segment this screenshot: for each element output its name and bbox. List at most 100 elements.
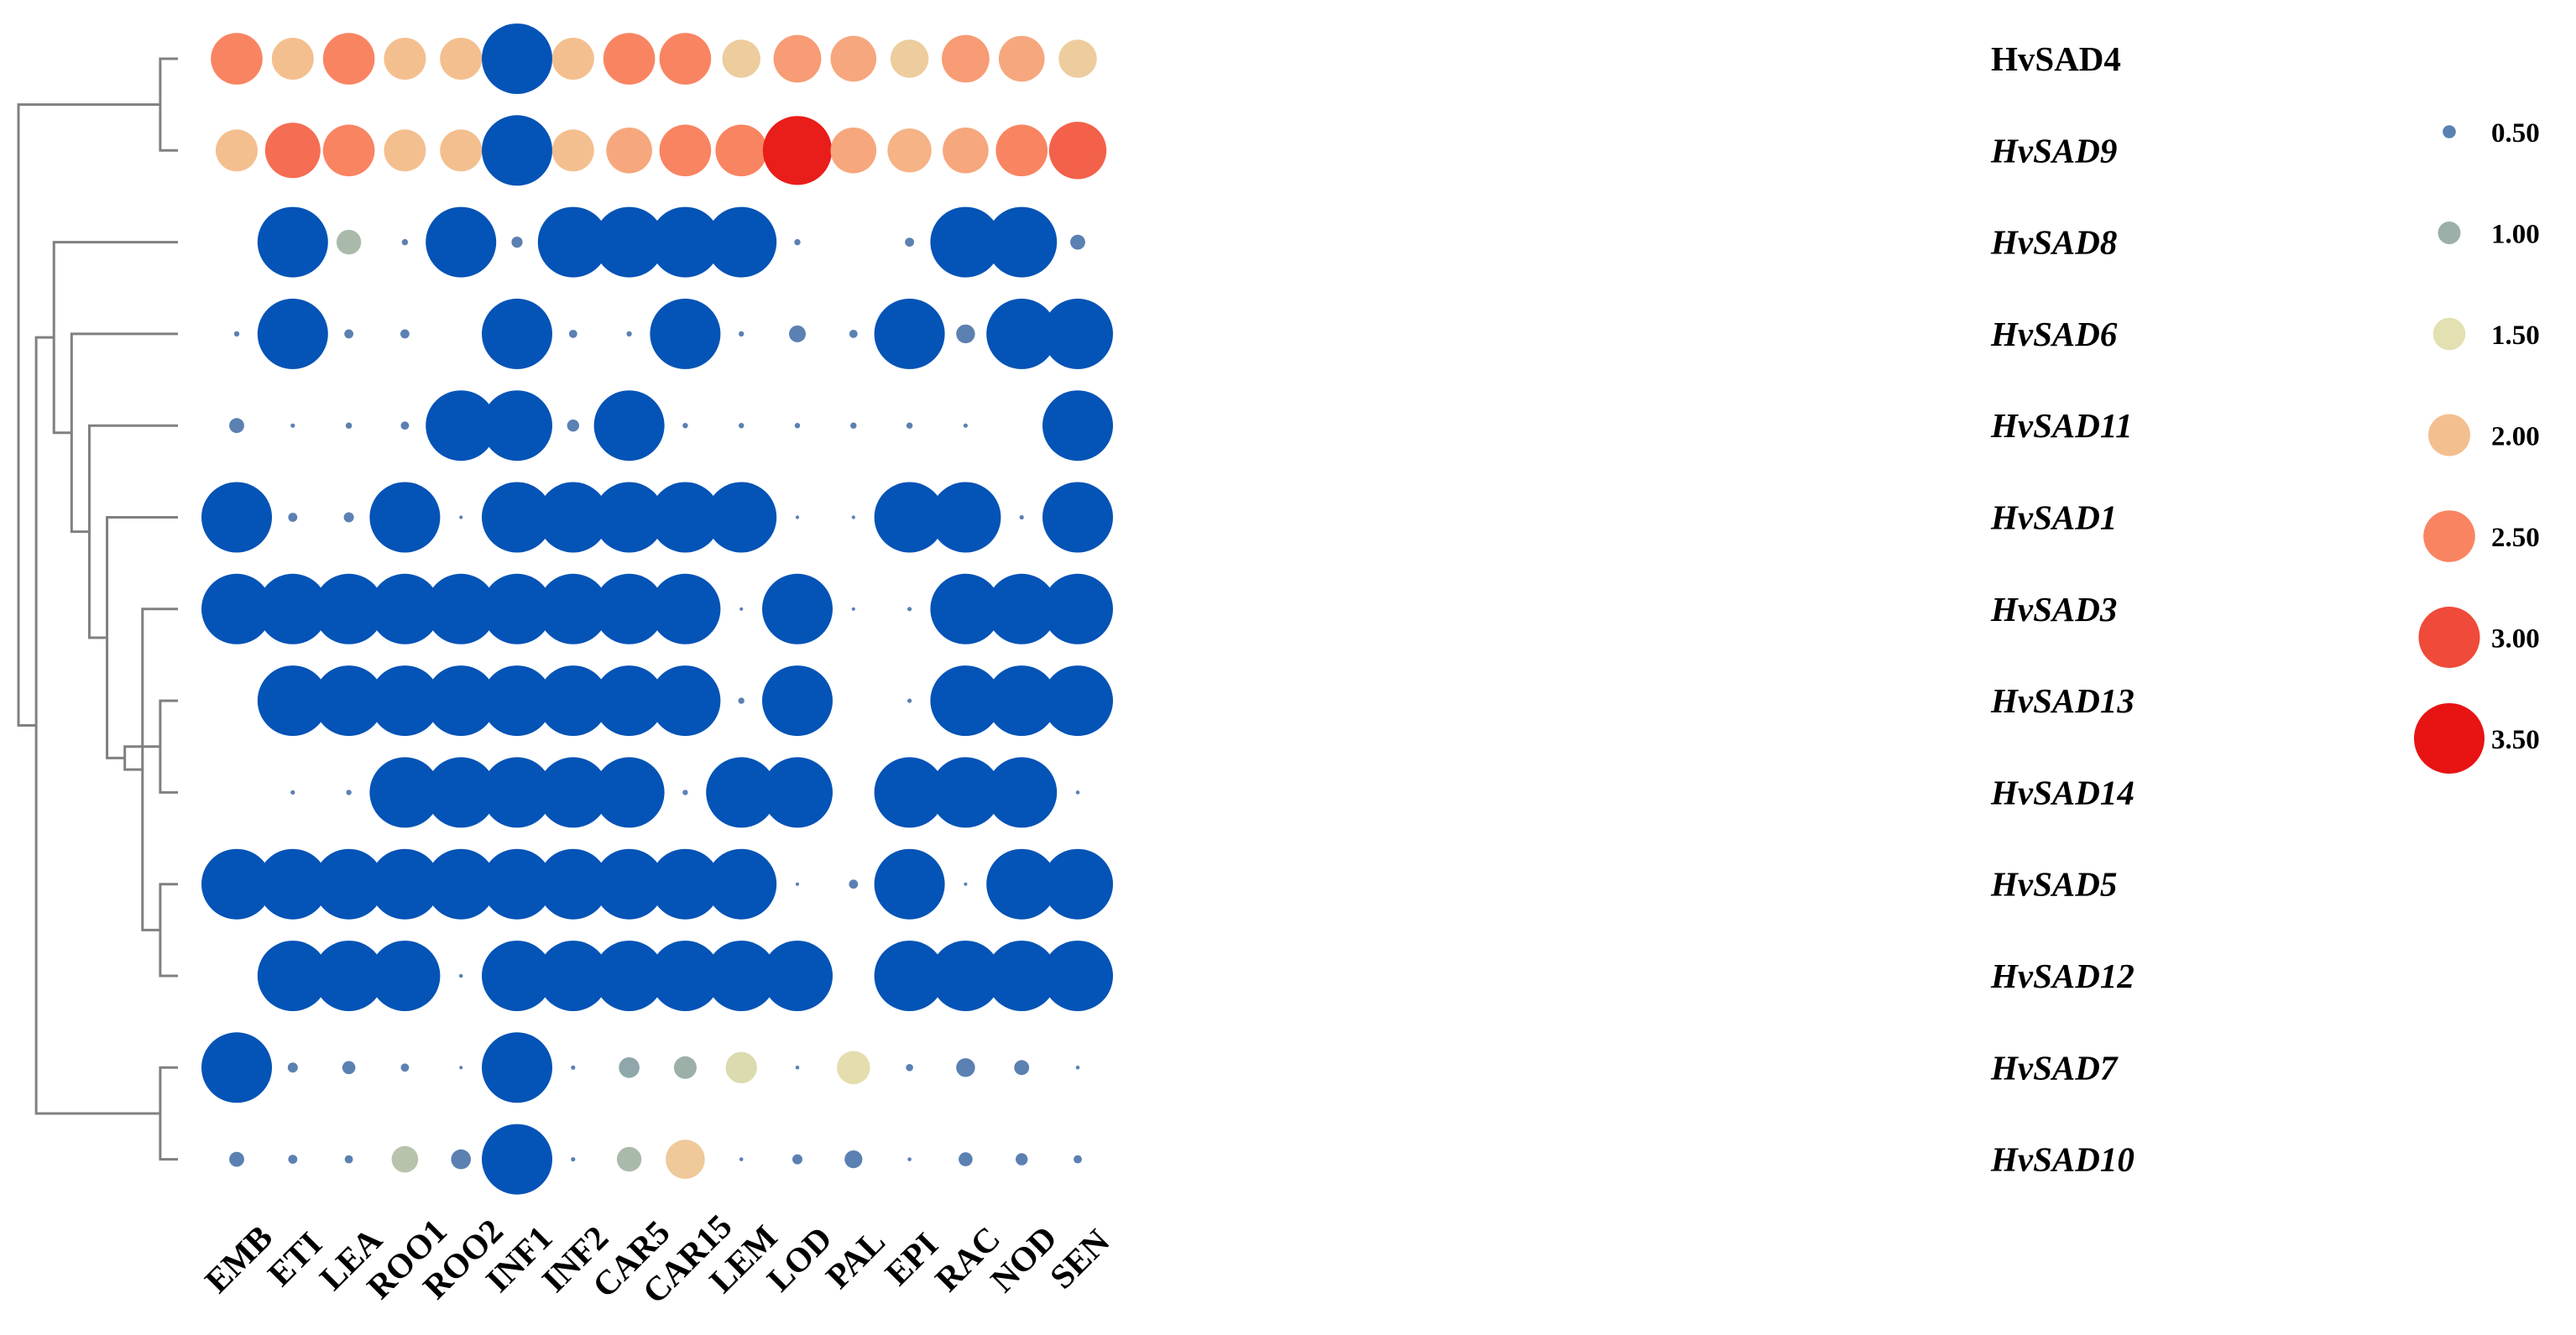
legend-label: 0.50 [2491, 118, 2540, 149]
bubble-HvSAD3-INF2 [537, 573, 609, 644]
bubble-HvSAD9-LEM [715, 124, 767, 177]
bubble-HvSAD1-LEM [706, 482, 777, 553]
bubble-HvSAD3-INF1 [482, 573, 552, 644]
bubble-HvSAD8-EPI [905, 237, 914, 247]
bubble-HvSAD11-ETI [290, 423, 295, 428]
bubble-HvSAD4-RAC [942, 34, 990, 83]
bubble-HvSAD14-NOD [986, 757, 1058, 828]
gene-label: HvSAD1 [1990, 498, 2117, 537]
bubble-HvSAD7-ROO2 [459, 1066, 463, 1070]
bubble-HvSAD8-SEN [1070, 234, 1085, 250]
bubble-HvSAD14-LOD [762, 757, 833, 828]
bubble-HvSAD9-LEA [322, 124, 375, 177]
bubble-HvSAD7-RAC [956, 1058, 975, 1077]
bubble-HvSAD4-EMB [211, 33, 263, 85]
bubble-HvSAD1-LOD [795, 515, 800, 519]
bubble-HvSAD7-ETI [287, 1062, 298, 1073]
bubble-HvSAD1-INF2 [537, 482, 609, 553]
bubble-HvSAD10-EMB [229, 1151, 244, 1167]
bubble-HvSAD11-EPI [906, 422, 913, 429]
bubble-HvSAD13-LEA [313, 665, 384, 737]
bubble-HvSAD4-SEN [1058, 39, 1097, 78]
bubble-HvSAD1-CAR5 [593, 482, 665, 553]
bubble-HvSAD5-ROO1 [369, 848, 441, 920]
bubble-HvSAD5-EPI [874, 848, 945, 920]
bubble-HvSAD7-PAL [837, 1051, 870, 1085]
bubble-HvSAD8-CAR5 [593, 206, 665, 278]
bubble-HvSAD10-LEM [739, 1157, 744, 1161]
bubble-HvSAD14-INF1 [482, 757, 552, 828]
bubble-HvSAD8-INF1 [511, 237, 523, 248]
bubble-HvSAD3-PAL [851, 607, 855, 611]
bubble-HvSAD5-LEA [313, 848, 384, 920]
bubble-HvSAD10-ROO1 [391, 1145, 419, 1173]
bubble-HvSAD7-LOD [795, 1066, 800, 1070]
bubble-HvSAD3-LEA [313, 573, 384, 644]
bubble-HvSAD8-INF2 [537, 206, 609, 278]
bubble-HvSAD12-EPI [874, 941, 945, 1011]
bubble-HvSAD9-EPI [887, 128, 932, 173]
bubble-HvSAD12-LOD [762, 941, 833, 1011]
bubble-HvSAD8-LEA [336, 229, 362, 255]
dendrogram [17, 57, 178, 1161]
bubble-HvSAD14-ROO1 [369, 757, 441, 828]
bubble-HvSAD12-CAR5 [593, 941, 665, 1011]
bubble-HvSAD8-ROO2 [426, 206, 497, 278]
bubble-HvSAD6-NOD [986, 298, 1058, 369]
bubble-HvSAD7-LEA [342, 1061, 356, 1075]
bubble-HvSAD7-INF2 [571, 1065, 576, 1070]
bubble-HvSAD14-SEN [1075, 790, 1080, 795]
bubble-HvSAD11-EMB [229, 418, 244, 434]
bubble-HvSAD14-EPI [874, 757, 945, 828]
bubble-HvSAD7-NOD [1014, 1060, 1030, 1076]
bubble-HvSAD8-ETI [257, 206, 328, 278]
bubble-HvSAD5-ETI [257, 848, 328, 920]
bubble-HvSAD11-LEM [739, 423, 745, 429]
bubble-HvSAD12-ETI [257, 941, 328, 1011]
gene-label: HvSAD11 [1990, 406, 2133, 445]
bubble-HvSAD6-LEM [739, 331, 745, 337]
bubble-HvSAD14-CAR5 [593, 757, 665, 828]
dendrogram-branch [159, 1066, 178, 1161]
bubble-HvSAD1-PAL [851, 515, 855, 519]
bubble-HvSAD10-INF2 [571, 1157, 576, 1162]
bubble-HvSAD10-SEN [1074, 1155, 1082, 1164]
bubble-HvSAD1-ETI [288, 513, 298, 522]
bubble-HvSAD12-NOD [986, 941, 1058, 1011]
bubble-HvSAD5-SEN [1042, 848, 1113, 920]
bubble-HvSAD10-INF1 [482, 1124, 552, 1195]
bubble-HvSAD5-LEM [706, 848, 777, 920]
bubble-HvSAD1-RAC [930, 482, 1001, 553]
bubble-HvSAD6-ROO1 [400, 329, 410, 339]
legend-bubble [2428, 414, 2470, 456]
tissue-label: ETI [260, 1224, 329, 1293]
bubble-grid [201, 23, 1113, 1195]
bubble-HvSAD9-CAR15 [659, 124, 712, 177]
tissue-label: SEN [1042, 1221, 1117, 1296]
bubble-HvSAD3-CAR15 [650, 573, 721, 644]
bubble-HvSAD11-CAR15 [682, 423, 688, 429]
bubble-HvSAD4-LEA [322, 33, 375, 85]
bubble-HvSAD1-SEN [1042, 482, 1113, 553]
bubble-HvSAD6-EPI [874, 298, 945, 369]
bubble-HvSAD1-LEA [343, 512, 354, 523]
bubble-HvSAD9-RAC [943, 128, 989, 174]
bubble-HvSAD14-ETI [290, 790, 295, 795]
bubble-HvSAD12-INF1 [482, 941, 552, 1011]
bubble-HvSAD8-LOD [794, 238, 801, 246]
bubble-HvSAD10-EPI [907, 1157, 912, 1161]
gene-label: HvSAD8 [1990, 223, 2117, 262]
bubble-HvSAD13-CAR5 [593, 665, 665, 737]
legend-label: 1.50 [2491, 321, 2540, 351]
dendrogram-branch [17, 103, 160, 727]
bubble-HvSAD11-RAC [963, 423, 968, 428]
bubble-HvSAD13-ROO1 [369, 665, 441, 737]
bubble-HvSAD7-LEM [725, 1051, 757, 1084]
bubble-HvSAD7-EMB [201, 1032, 272, 1103]
bubble-HvSAD13-RAC [930, 665, 1001, 737]
bubble-HvSAD9-NOD [995, 124, 1048, 177]
bubble-HvSAD12-ROO2 [458, 973, 463, 978]
bubble-HvSAD6-SEN [1042, 298, 1113, 369]
bubble-HvSAD4-NOD [998, 35, 1045, 82]
gene-label: HvSAD5 [1990, 865, 2117, 904]
